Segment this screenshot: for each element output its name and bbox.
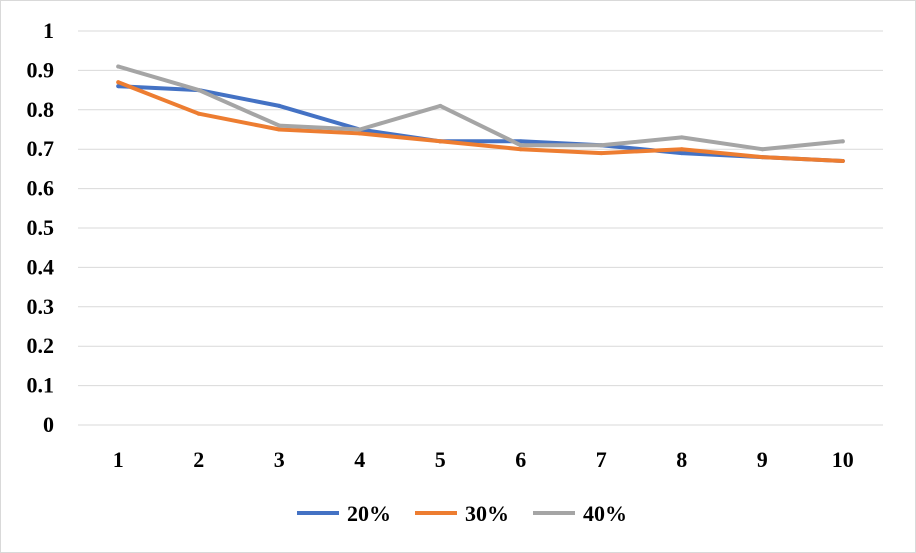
legend-label: 20% <box>347 501 391 526</box>
data-point <box>760 147 765 152</box>
x-tick-label: 9 <box>757 447 768 472</box>
x-tick-label: 4 <box>354 447 365 472</box>
y-tick-label: 0.1 <box>27 373 55 398</box>
y-tick-label: 0.2 <box>27 333 55 358</box>
x-tick-label: 6 <box>515 447 526 472</box>
legend-item-30%: 30% <box>415 501 509 526</box>
data-point <box>116 64 121 69</box>
data-point <box>357 127 362 132</box>
gridlines <box>78 30 883 426</box>
series-30% <box>116 80 845 164</box>
series-line <box>116 80 845 163</box>
data-point <box>116 80 121 85</box>
data-point <box>679 147 684 152</box>
legend-item-20%: 20% <box>297 501 391 526</box>
y-axis-ticks: 0 0.1 0.2 0.3 0.4 0.5 0.6 0.7 0.8 0.9 1 <box>27 18 55 437</box>
x-tick-label: 8 <box>676 447 687 472</box>
data-point <box>277 103 282 108</box>
legend-label: 40% <box>583 501 627 526</box>
data-point <box>760 155 765 160</box>
y-tick-label: 0.3 <box>27 294 55 319</box>
series-lines <box>116 64 845 164</box>
y-tick-label: 0.6 <box>27 176 55 201</box>
x-tick-label: 3 <box>274 447 285 472</box>
x-axis-ticks: 1 2 3 4 5 6 7 8 9 10 <box>113 447 854 472</box>
data-point <box>599 151 604 156</box>
legend-label: 30% <box>465 501 509 526</box>
data-point <box>518 143 523 148</box>
x-tick-label: 7 <box>596 447 607 472</box>
data-point <box>840 139 845 144</box>
y-tick-label: 0 <box>43 412 54 437</box>
legend-item-40%: 40% <box>533 501 627 526</box>
data-point <box>357 131 362 136</box>
data-point <box>438 139 443 144</box>
x-tick-label: 10 <box>832 447 854 472</box>
data-point <box>116 84 121 89</box>
x-tick-label: 2 <box>193 447 204 472</box>
data-point <box>679 135 684 140</box>
legend: 20% 30% 40% <box>297 501 627 526</box>
data-point <box>840 159 845 164</box>
y-tick-label: 0.4 <box>27 254 55 279</box>
x-tick-label: 1 <box>113 447 124 472</box>
data-point <box>518 139 523 144</box>
y-tick-label: 0.8 <box>27 97 55 122</box>
series-line <box>116 64 845 152</box>
data-point <box>599 143 604 148</box>
data-point <box>277 127 282 132</box>
y-tick-label: 1 <box>43 18 54 43</box>
data-point <box>196 88 201 93</box>
data-point <box>438 103 443 108</box>
y-tick-label: 0.7 <box>27 136 55 161</box>
data-point <box>277 123 282 128</box>
y-tick-label: 0.5 <box>27 215 55 240</box>
data-point <box>518 147 523 152</box>
data-point <box>196 111 201 116</box>
data-point <box>679 151 684 156</box>
x-tick-label: 5 <box>435 447 446 472</box>
y-tick-label: 0.9 <box>27 57 55 82</box>
series-40% <box>116 64 845 152</box>
